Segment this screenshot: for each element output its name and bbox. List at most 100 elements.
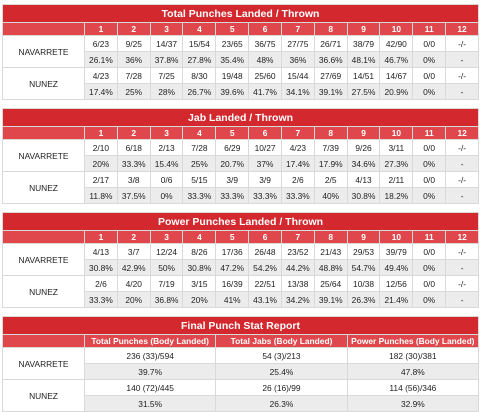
- header-cell: 7: [280, 126, 315, 140]
- stat-cell: 4/20: [116, 275, 151, 292]
- stat-cell: 26.3%: [215, 395, 348, 412]
- stat-cell: 22/51: [248, 275, 282, 292]
- fighter-name: NUNEZ: [2, 275, 85, 308]
- stat-cell: 50%: [149, 259, 184, 276]
- stat-cell: 5/15: [182, 171, 217, 188]
- stat-table: Jab Landed / Thrown 1 2 3 4 5 6 7 8 9 10 11 12 NAVARR…: [1, 108, 480, 204]
- header-cell: Total Jabs (Body Landed): [215, 334, 348, 348]
- stat-cell: 7/28: [182, 139, 217, 156]
- header-cell: 5: [215, 22, 250, 36]
- stat-cell: 39.1%: [313, 83, 348, 100]
- data-row: 30.8% 42.9% 50% 30.8% 47.2% 54.2% 44.2% 48.8% 54…: [3, 259, 480, 276]
- stat-cell: 14/37: [149, 35, 184, 52]
- stat-cell: 30.8%: [84, 259, 118, 276]
- stat-cell: 16/39: [215, 275, 250, 292]
- stat-cell: 34.1%: [280, 83, 315, 100]
- stat-cell: 47.2%: [215, 259, 250, 276]
- table-title: Jab Landed / Thrown: [1, 108, 480, 127]
- stat-cell: 3/11: [379, 139, 414, 156]
- stat-cell: 14/67: [379, 67, 414, 84]
- stat-cell: -: [445, 155, 480, 172]
- stat-table: Total Punches Landed / Thrown 1 2 3 4 5 6 7 8 9 10…: [2, 4, 479, 100]
- stat-cell: 30.8%: [182, 259, 217, 276]
- stat-cell: 6/18: [116, 139, 151, 156]
- stat-cell: 0/0: [412, 275, 447, 292]
- stat-cell: 0%: [412, 259, 447, 276]
- stat-cell: 26.3%: [346, 291, 381, 308]
- stat-cell: 7/19: [149, 275, 184, 292]
- stat-cell: 0/0: [412, 171, 447, 188]
- header-cell: 6: [248, 126, 282, 140]
- stat-cell: 27/75: [280, 35, 315, 52]
- stat-cell: 0%: [412, 291, 447, 308]
- header-cell: 10: [379, 230, 414, 244]
- stat-cell: 17.9%: [313, 155, 348, 172]
- title-row: Total Punches Landed / Thrown: [2, 4, 479, 23]
- stat-cell: 3/9: [215, 171, 250, 188]
- header-cell: 9: [346, 22, 381, 36]
- stat-cell: 20.7%: [215, 155, 250, 172]
- stat-cell: 42.9%: [116, 259, 151, 276]
- stat-cell: 4/13: [84, 243, 118, 260]
- stat-cell: 25/60: [248, 67, 282, 84]
- header-row: Total Punches (Body Landed) Total Jabs (B…: [2, 334, 480, 348]
- stat-cell: 33.3%: [215, 187, 250, 204]
- table-title: Power Punches Landed / Thrown: [1, 212, 480, 231]
- data-row: NAVARRETE 2/10 6/18 2/13 7/28 6/29 10/27 4/23 7/…: [2, 139, 480, 172]
- stat-cell: 15/44: [280, 67, 315, 84]
- stat-cell: -/-: [445, 67, 479, 84]
- stat-cell: -/-: [445, 139, 480, 156]
- stat-cell: -/-: [445, 275, 480, 292]
- stat-cell: 2/11: [379, 171, 414, 188]
- stat-cell: 3/8: [116, 171, 151, 188]
- stat-cell: 20%: [84, 155, 118, 172]
- header-cell: 11: [412, 230, 447, 244]
- stat-cell: 140 (72)/445: [83, 379, 217, 396]
- stat-cell: 9/26: [346, 139, 381, 156]
- stat-cell: 54.2%: [248, 259, 282, 276]
- header-cell: 12: [445, 126, 480, 140]
- fighter-name: NAVARRETE: [2, 347, 85, 380]
- header-cell: 2: [116, 22, 151, 36]
- header-cell: 6: [248, 22, 282, 36]
- stat-cell: 9/25: [116, 35, 151, 52]
- stat-cell: -: [445, 51, 479, 68]
- stat-cell: 6/29: [215, 139, 250, 156]
- stat-cell: 42/90: [379, 35, 414, 52]
- stat-cell: 12/56: [379, 275, 414, 292]
- stat-cell: 39.6%: [215, 83, 250, 100]
- data-row: NUNEZ 4/23 7/28 7/25 8/30 19/48 25/60 15/44 27/6…: [2, 67, 479, 100]
- header-cell: 7: [280, 22, 315, 36]
- stat-cell: 54.7%: [346, 259, 381, 276]
- header-cell: [2, 22, 85, 36]
- header-cell: 4: [182, 22, 217, 36]
- stat-cell: 23/52: [280, 243, 315, 260]
- stat-cell: 2/13: [149, 139, 184, 156]
- data-row: NUNEZ 2/17 3/8 0/6 5/15 3/9 3/9 2/6 2/5 4/13 2/11 0…: [2, 171, 480, 204]
- stat-cell: 18.2%: [379, 187, 414, 204]
- stat-cell: 0/0: [412, 67, 447, 84]
- stat-cell: 7/39: [313, 139, 348, 156]
- stat-cell: 39.7%: [83, 363, 217, 380]
- title-row: Final Punch Stat Report: [2, 316, 479, 335]
- stat-cell: 2/6: [84, 275, 118, 292]
- stat-cell: 48%: [248, 51, 282, 68]
- header-cell: 5: [215, 230, 250, 244]
- stat-cell: 33.3%: [248, 187, 282, 204]
- header-cell: 8: [313, 230, 348, 244]
- stat-cell: 2/10: [84, 139, 118, 156]
- table-title: Final Punch Stat Report: [2, 316, 479, 335]
- stat-cell: 33.3%: [116, 155, 151, 172]
- stat-cell: 27.5%: [346, 83, 381, 100]
- header-cell: 9: [346, 230, 381, 244]
- stat-cell: 49.4%: [379, 259, 414, 276]
- header-row: 1 2 3 4 5 6 7 8 9 10 11 12: [2, 22, 479, 36]
- stat-cell: 26/71: [313, 35, 348, 52]
- stat-cell: 3/9: [248, 171, 282, 188]
- data-row: 39.7% 25.4% 47.8%: [3, 363, 480, 380]
- stat-cell: 236 (33)/594: [83, 347, 217, 364]
- header-cell: 4: [182, 230, 217, 244]
- stat-cell: 33.3%: [84, 291, 118, 308]
- header-cell: Total Punches (Body Landed): [83, 334, 217, 348]
- header-cell: 8: [313, 22, 348, 36]
